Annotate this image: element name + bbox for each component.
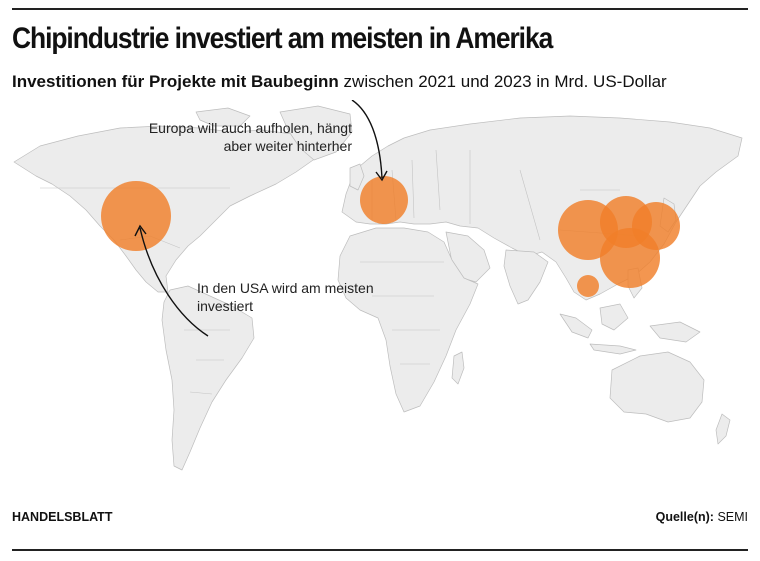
bubble-usa	[101, 181, 171, 251]
land-britain	[349, 163, 365, 191]
world-map	[13, 100, 743, 471]
land-borneo	[599, 303, 629, 331]
subtitle-bold-part: Investitionen für Projekte mit Baubeginn	[12, 72, 339, 91]
land-india	[503, 249, 549, 305]
land-madagascar	[451, 351, 465, 385]
arrow-usa-head	[134, 224, 147, 237]
land-new-guinea	[649, 321, 701, 343]
land-masses	[13, 105, 743, 471]
annotation-europe: Europa will auch aufholen, hängt aber we…	[90, 119, 352, 155]
bubble-singapore	[577, 275, 599, 297]
chart-title: Chipindustrie investiert am meisten in A…	[12, 22, 553, 55]
land-new-zealand	[715, 413, 731, 445]
chart-subtitle: Investitionen für Projekte mit Baubeginn…	[12, 72, 667, 92]
annotation-usa-line2: investiert	[197, 298, 254, 314]
land-africa	[337, 227, 479, 413]
land-java	[589, 343, 637, 355]
subtitle-regular-part: zwischen 2021 und 2023 in Mrd. US-Dollar	[338, 72, 667, 91]
top-rule	[12, 8, 748, 10]
source-label: Quelle(n):	[655, 510, 714, 524]
annotation-usa-line1: In den USA wird am meisten	[197, 280, 374, 296]
bubble-europe	[360, 176, 408, 224]
source-value: SEMI	[717, 510, 748, 524]
arrow-europe	[351, 100, 383, 179]
land-arctic-islands	[195, 107, 251, 127]
arrow-europe-head	[375, 170, 388, 182]
annotation-europe-line2: aber weiter hinterher	[223, 138, 352, 154]
annotation-usa: In den USA wird am meisten investiert	[197, 279, 427, 315]
arrow-usa	[139, 227, 209, 337]
bottom-rule	[12, 549, 748, 551]
land-australia	[609, 351, 705, 423]
investment-bubbles	[101, 176, 680, 297]
land-greenland	[279, 105, 353, 161]
annotation-arrows	[134, 100, 388, 337]
bubble-taiwan	[600, 228, 660, 288]
land-south-america	[161, 285, 255, 471]
annotation-europe-line1: Europa will auch aufholen, hängt	[148, 120, 352, 136]
source-credit: Quelle(n): SEMI	[656, 510, 748, 524]
land-sumatra	[559, 313, 593, 339]
publisher-label: HANDELSBLATT	[12, 510, 113, 524]
